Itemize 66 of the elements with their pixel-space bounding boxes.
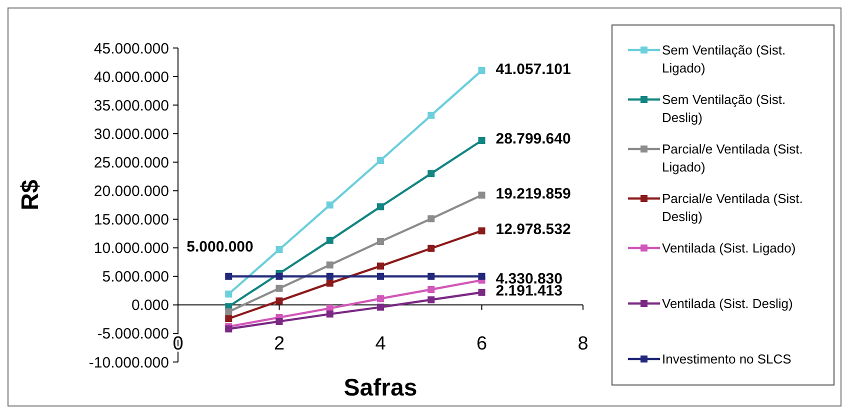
point — [225, 272, 232, 280]
x-tick-label: 8 — [578, 334, 588, 355]
point — [377, 295, 384, 302]
y-tick-label: -5.000.000 — [97, 326, 169, 343]
point — [377, 304, 384, 311]
data-label: 28.799.640 — [496, 130, 571, 148]
y-tick-label: 5.000.000 — [102, 268, 169, 286]
y-tick-label: 10.000.000 — [94, 240, 169, 258]
point — [428, 286, 435, 293]
point — [377, 156, 384, 164]
x-tick-label: 4 — [375, 334, 386, 355]
data-label: 41.057.101 — [496, 60, 571, 78]
point — [326, 310, 334, 318]
y-tick-label: -10.000.000 — [88, 354, 169, 372]
legend-label: Sem Ventilação (Sist. Deslig) — [662, 92, 786, 126]
point — [478, 67, 486, 74]
point — [276, 246, 283, 254]
legend-label: Investimento no SLCS — [662, 352, 792, 367]
point — [428, 244, 435, 252]
legend-label: Ventilada (Sist. Ligado) — [662, 240, 796, 256]
point — [377, 262, 384, 270]
point — [478, 192, 486, 199]
y-axis-title: R$ — [17, 179, 44, 210]
point — [225, 308, 232, 316]
point — [428, 112, 435, 119]
point — [326, 272, 334, 280]
point — [326, 280, 334, 287]
y-tick-label: 15.000.000 — [94, 212, 169, 229]
point — [326, 236, 334, 244]
y-tick-label: 25.000.000 — [94, 154, 169, 172]
y-tick-label: 20.000.000 — [94, 182, 169, 200]
point — [276, 272, 283, 280]
point — [377, 272, 384, 280]
data-label: 19.219.859 — [496, 185, 571, 202]
data-label: 2.191.413 — [496, 282, 562, 300]
legend-label: Sem Ventilação (Sist. Ligado) — [662, 42, 786, 76]
point — [478, 227, 486, 234]
point — [428, 296, 435, 304]
point — [225, 315, 232, 322]
legend-label: Parcial/e Ventilada (Sist. Ligado) — [662, 142, 803, 175]
y-tick-label: 30.000.000 — [94, 126, 169, 143]
point — [225, 290, 232, 298]
point — [478, 136, 486, 144]
legend-label: Parcial/e Ventilada (Sist. Deslig) — [662, 191, 803, 224]
point — [276, 318, 283, 325]
point — [377, 238, 384, 246]
x-tick-label: 2 — [274, 334, 285, 355]
point — [377, 203, 384, 210]
data-label: 12.978.532 — [496, 221, 571, 238]
point — [326, 202, 334, 208]
x-tick-label: 6 — [476, 334, 488, 355]
point — [276, 284, 283, 292]
y-tick-label: 0.000 — [131, 297, 169, 314]
x-axis-title: Safras — [344, 374, 418, 402]
y-tick-label: 45.000.000 — [94, 40, 169, 58]
point — [478, 288, 486, 296]
point — [276, 297, 283, 304]
point — [428, 170, 435, 178]
data-label: 5.000.000 — [186, 238, 254, 256]
point — [428, 215, 435, 222]
point — [428, 272, 435, 280]
point — [478, 272, 486, 280]
legend-label: Ventilada (Sist. Deslig) — [662, 296, 793, 312]
point — [326, 261, 334, 268]
y-tick-label: 40.000.000 — [94, 68, 169, 86]
y-tick-label: 35.000.000 — [94, 97, 169, 114]
